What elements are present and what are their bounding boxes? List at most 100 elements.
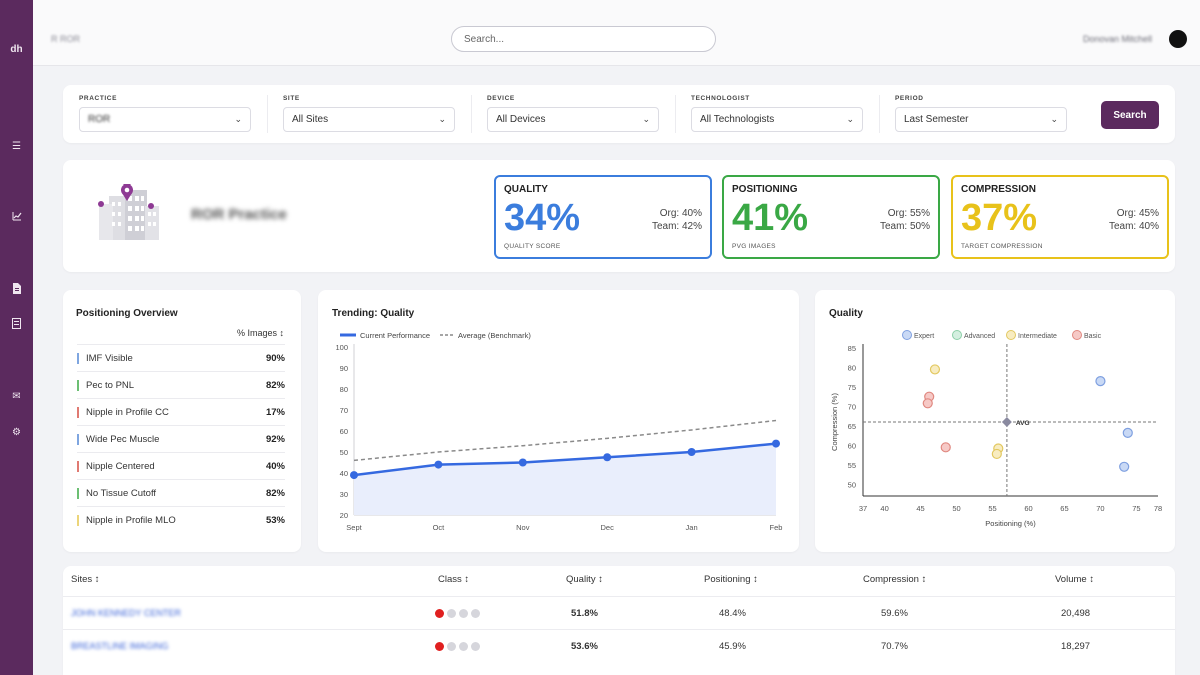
positioning-row[interactable]: Nipple Centered 40% [77, 452, 285, 479]
x-tick-label: Feb [770, 523, 783, 532]
site-select[interactable]: All Sites ⌄ [283, 107, 455, 132]
y-tick-label: 60 [848, 441, 856, 450]
user-name[interactable]: Donovan Mitchell [1083, 34, 1153, 44]
y-tick-label: 40 [340, 469, 348, 478]
current-point [434, 460, 443, 469]
divider [471, 95, 472, 133]
file-icon[interactable] [0, 318, 33, 332]
row-label: Nipple in Profile CC [86, 406, 169, 418]
row-color-bar [77, 379, 79, 391]
x-tick-label: Sept [346, 523, 362, 532]
positioning-overview-card: Positioning Overview % Images ↕ IMF Visi… [63, 290, 301, 552]
x-tick-label: 50 [952, 504, 960, 513]
site-filter: SITE All Sites ⌄ [283, 95, 455, 132]
table-row[interactable]: JOHN KENNEDY CENTER 51.8% 48.4% 59.6% 20,498 [63, 596, 1175, 629]
volume-column-header[interactable]: Volume ↕ [1055, 574, 1095, 585]
quality-column-header[interactable]: Quality ↕ [566, 574, 603, 585]
positioning-column-header[interactable]: Positioning ↕ [704, 574, 758, 585]
period-select[interactable]: Last Semester ⌄ [895, 107, 1067, 132]
legend-label: Intermediate [1018, 333, 1057, 340]
class-dot [459, 609, 468, 618]
legend-label: Basic [1084, 333, 1102, 340]
document-icon[interactable] [0, 283, 33, 297]
gear-icon[interactable]: ⚙ [12, 427, 21, 438]
y-tick-label: 75 [848, 383, 856, 392]
scatter-title: Quality [829, 308, 863, 319]
legend-label: Advanced [964, 333, 995, 340]
images-column-header[interactable]: % Images ↕ [236, 328, 284, 338]
site-select-value: All Sites [292, 114, 329, 125]
scatter-point [1122, 427, 1133, 439]
breadcrumb[interactable]: R ROR [51, 34, 80, 44]
kpi-subtitle: TARGET COMPRESSION [961, 243, 1043, 250]
table-row[interactable]: BREASTLINE IMAGING 53.6% 45.9% 70.7% 18,297 [63, 629, 1175, 662]
x-tick-label: Jan [686, 523, 698, 532]
technologist-select-value: All Technologists [700, 114, 775, 125]
quality-kpi-card[interactable]: QUALITY 34% QUALITY SCORE Org: 40% Team:… [494, 175, 712, 259]
period-filter-label: PERIOD [895, 95, 924, 102]
scatter-point [940, 442, 951, 453]
positioning-row[interactable]: IMF Visible 90% [77, 344, 285, 371]
current-point [518, 458, 527, 467]
avatar[interactable] [1169, 30, 1187, 48]
positioning-row[interactable]: Nipple in Profile MLO 53% [77, 506, 285, 533]
site-filter-label: SITE [283, 95, 300, 102]
class-dot [459, 642, 468, 651]
sites-column-header[interactable]: Sites ↕ [71, 574, 100, 585]
y-tick-label: 80 [848, 363, 856, 372]
positioning-row[interactable]: No Tissue Cutoff 82% [77, 479, 285, 506]
search-button[interactable]: Search [1101, 101, 1159, 129]
legend-current-label: Current Performance [360, 331, 430, 340]
device-select[interactable]: All Devices ⌄ [487, 107, 659, 132]
device-filter-label: DEVICE [487, 95, 515, 102]
positioning-kpi-card[interactable]: POSITIONING 41% PVG IMAGES Org: 55% Team… [722, 175, 940, 259]
y-tick-label: 100 [335, 343, 348, 352]
row-label: Pec to PNL [86, 379, 135, 391]
row-color-bar [77, 433, 79, 445]
chevron-down-icon: ⌄ [438, 114, 446, 124]
technologist-select[interactable]: All Technologists ⌄ [691, 107, 863, 132]
kpi-org: Org: 40% [659, 208, 702, 219]
mail-icon[interactable]: ✉ [12, 391, 21, 402]
compression-cell: 59.6% [881, 608, 908, 619]
class-dot [447, 609, 456, 618]
legend-swatch [952, 330, 962, 340]
class-column-header[interactable]: Class ↕ [438, 574, 470, 585]
row-value: 90% [265, 352, 285, 364]
chart-icon[interactable] [0, 211, 33, 224]
site-link[interactable]: BREASTLINE IMAGING [71, 641, 169, 651]
quality-cell: 51.8% [571, 608, 598, 619]
x-tick-label: 65 [1060, 504, 1068, 513]
y-axis-label: Compression (%) [830, 393, 839, 451]
y-tick-label: 60 [340, 427, 348, 436]
x-tick-label: 40 [880, 504, 888, 513]
search-input[interactable] [452, 27, 715, 51]
y-tick-label: 50 [340, 448, 348, 457]
class-dot [471, 642, 480, 651]
kpi-subtitle: PVG IMAGES [732, 243, 776, 250]
site-link[interactable]: JOHN KENNEDY CENTER [71, 608, 181, 618]
class-indicator [435, 609, 480, 618]
compression-kpi-card[interactable]: COMPRESSION 37% TARGET COMPRESSION Org: … [951, 175, 1169, 259]
app-logo[interactable]: dh [10, 44, 23, 55]
practice-select[interactable]: ROR ⌄ [79, 107, 251, 132]
row-color-bar [77, 352, 79, 364]
kpi-org: Org: 45% [1116, 208, 1159, 219]
chevron-down-icon: ⌄ [642, 114, 650, 124]
positioning-row[interactable]: Pec to PNL 82% [77, 371, 285, 398]
kpi-title: QUALITY [504, 184, 548, 195]
filter-bar: PRACTICE ROR ⌄ SITE All Sites ⌄ DEVICE A… [63, 85, 1175, 143]
class-dot [435, 609, 444, 618]
current-area [354, 443, 776, 515]
row-label: Nipple Centered [86, 460, 155, 472]
positioning-row[interactable]: Wide Pec Muscle 92% [77, 425, 285, 452]
positioning-cell: 45.9% [719, 641, 746, 652]
sidebar: dh ☰ ✉ ⚙ [0, 0, 33, 675]
compression-cell: 70.7% [881, 641, 908, 652]
x-tick-label: 55 [988, 504, 996, 513]
global-search[interactable] [451, 26, 716, 52]
list-icon[interactable]: ☰ [12, 141, 21, 152]
trending-quality-card: Trending: Quality Current Performance Ave… [318, 290, 799, 552]
positioning-row[interactable]: Nipple in Profile CC 17% [77, 398, 285, 425]
compression-column-header[interactable]: Compression ↕ [863, 574, 927, 585]
